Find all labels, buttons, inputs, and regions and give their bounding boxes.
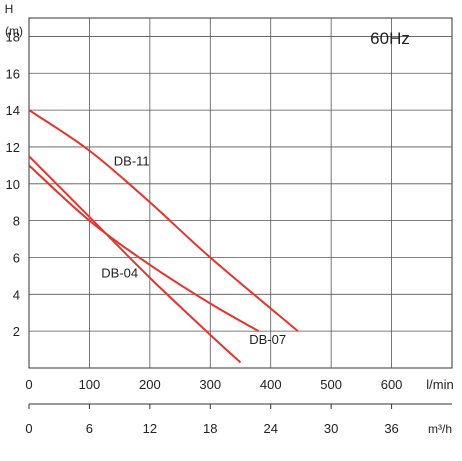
x-tick-label-100: 100 bbox=[79, 377, 101, 392]
y-axis-label: H bbox=[5, 2, 14, 16]
y-tick-label-12: 12 bbox=[6, 140, 20, 155]
y-tick-label-2: 2 bbox=[13, 324, 20, 339]
y-tick-label-18: 18 bbox=[6, 29, 20, 44]
series-label-db-11: DB-11 bbox=[114, 153, 150, 168]
y-tick-label-16: 16 bbox=[6, 66, 20, 81]
y-tick-label-8: 8 bbox=[13, 214, 20, 229]
x2-axis-unit: m³/h bbox=[428, 422, 452, 436]
series-line-db-07 bbox=[28, 164, 260, 333]
series-label-db-07: DB-07 bbox=[249, 332, 286, 347]
x2-tick-label-30: 30 bbox=[324, 421, 338, 436]
x2-tick-label-24: 24 bbox=[263, 421, 277, 436]
x-tick-label-300: 300 bbox=[199, 377, 221, 392]
y-tick-label-6: 6 bbox=[13, 250, 20, 265]
plot-frame bbox=[28, 17, 453, 369]
x-tick-label-200: 200 bbox=[139, 377, 161, 392]
x2-tick-label-12: 12 bbox=[143, 421, 157, 436]
x-tick-label-500: 500 bbox=[320, 377, 342, 392]
y-tick-label-10: 10 bbox=[6, 177, 20, 192]
series-line-db-04 bbox=[28, 155, 242, 364]
x-axis-unit: l/min bbox=[426, 377, 453, 392]
frequency-annotation: 60Hz bbox=[370, 29, 410, 48]
y-tick-label-4: 4 bbox=[13, 287, 20, 302]
series-line-db-11 bbox=[28, 109, 299, 332]
x-tick-label-600: 600 bbox=[381, 377, 403, 392]
x2-tick-label-36: 36 bbox=[384, 421, 398, 436]
labels: 60Hz DB-11 DB-07 DB-04 bbox=[101, 29, 410, 347]
series-label-db-04: DB-04 bbox=[101, 266, 138, 281]
y-axis-unit: (m) bbox=[5, 24, 23, 38]
series-lines bbox=[28, 109, 299, 364]
x-tick-label-0: 0 bbox=[25, 377, 32, 392]
grid bbox=[28, 17, 453, 369]
x2-tick-label-0: 0 bbox=[25, 421, 32, 436]
x2-tick-label-6: 6 bbox=[86, 421, 93, 436]
x2-tick-label-18: 18 bbox=[203, 421, 217, 436]
x-tick-label-400: 400 bbox=[260, 377, 282, 392]
y-tick-label-14: 14 bbox=[6, 103, 20, 118]
